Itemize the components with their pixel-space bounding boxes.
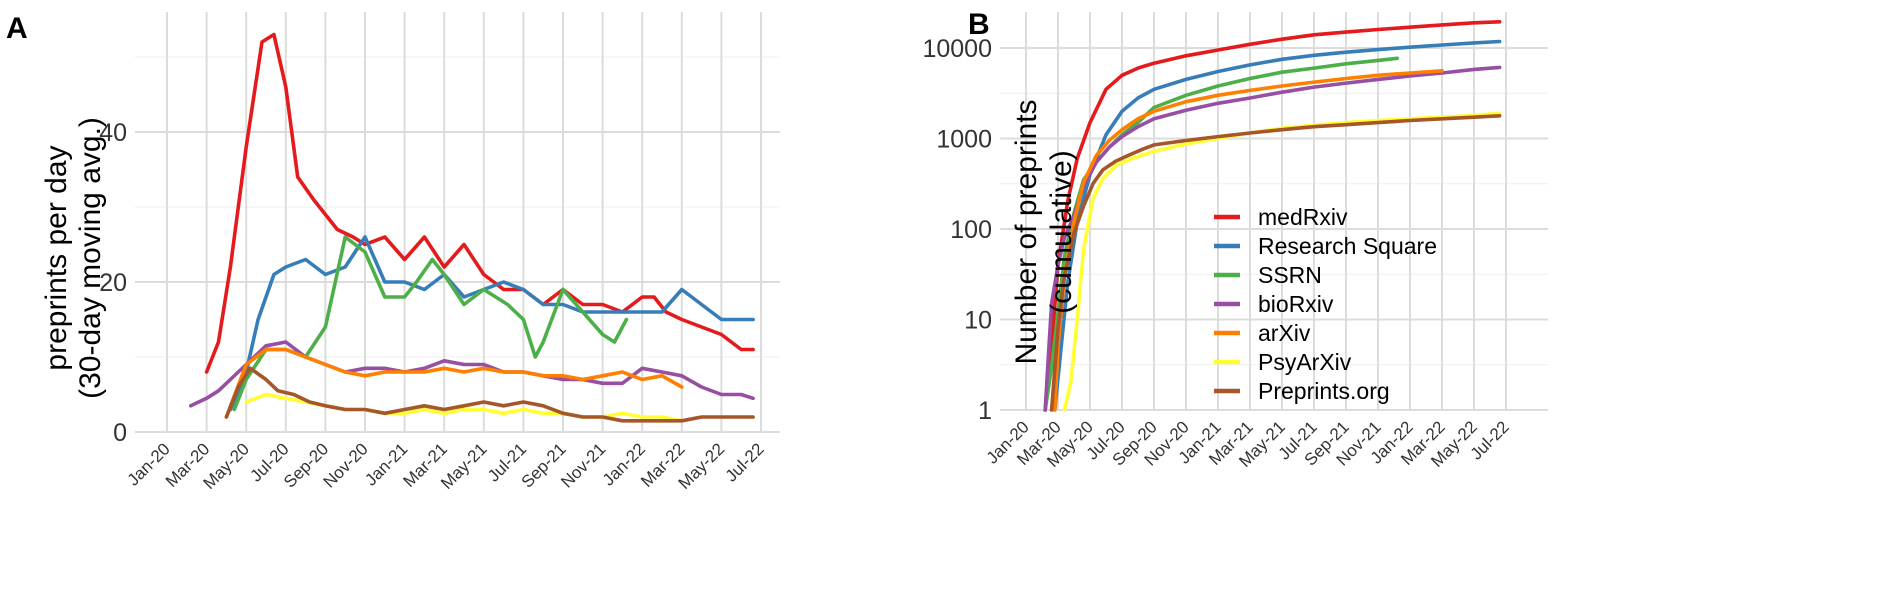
y-tick-label: 40 xyxy=(99,119,127,147)
panel-b-y-tick-labels: 1 10 100 1000 10000 xyxy=(922,35,992,425)
panel-a-series xyxy=(189,32,755,423)
panel-b-y-axis-title-line-2: (cumulative) xyxy=(1045,150,1078,313)
panel-a-grid xyxy=(135,12,780,433)
panel-b-chart: 1 10 100 1000 10000 Jan-20Mar-20May-20Jul-20… xyxy=(922,12,1548,471)
panel-a-chart: 0 20 40 Jan-20Mar-20May-20Jul-20Sep-20Nov-… xyxy=(40,12,780,493)
y-tick-label: 1000 xyxy=(936,126,992,154)
panel-a-y-axis-title-line-1: preprints per day xyxy=(40,145,73,370)
x-tick-label: Nov-20 xyxy=(320,439,372,491)
series-line-ssrn xyxy=(1043,56,1399,412)
y-tick-label: 1 xyxy=(978,397,992,425)
series-line-psyarxiv xyxy=(244,392,684,423)
series-line-arxiv xyxy=(1053,69,1444,412)
panel-letter-b: B xyxy=(968,8,990,41)
panel-b-legend: medRxiv Research Square SSRN bioRxiv arXiv Ps… xyxy=(1214,204,1437,404)
series-line-arxiv xyxy=(224,347,684,419)
y-tick-label: 0 xyxy=(113,419,127,447)
legend-label-research-square: Research Square xyxy=(1258,233,1437,259)
x-tick-label: Jul-22 xyxy=(722,439,768,485)
legend-label-arxiv: arXiv xyxy=(1258,320,1311,346)
series-line-psyarxiv xyxy=(1062,111,1502,412)
series-line-medrxiv xyxy=(1043,19,1502,412)
legend-label-ssrn: SSRN xyxy=(1258,262,1322,288)
panel-b-series xyxy=(1043,19,1502,412)
legend-label-biorxiv: bioRxiv xyxy=(1258,291,1334,317)
legend-label-preprints-org: Preprints.org xyxy=(1258,378,1390,404)
panel-a-x-tick-labels: Jan-20Mar-20May-20Jul-20Sep-20Nov-20Jan-… xyxy=(124,439,768,493)
series-line-preprints-org xyxy=(1049,114,1502,412)
panel-a-y-tick-labels: 0 20 40 xyxy=(99,119,127,447)
x-tick-label: Nov-21 xyxy=(557,439,609,491)
legend-label-psyarxiv: PsyArXiv xyxy=(1258,349,1352,375)
series-line-biorxiv xyxy=(189,340,755,408)
legend-label-medrxiv: medRxiv xyxy=(1258,204,1348,230)
panel-letter-a: A xyxy=(6,12,28,45)
series-line-medrxiv xyxy=(204,32,755,374)
y-tick-label: 100 xyxy=(950,216,992,244)
y-tick-label: 10 xyxy=(964,307,992,335)
panel-a-y-axis-title-line-2: (30-day moving avg.) xyxy=(74,117,107,399)
panel-b-y-axis-title-line-1: Number of preprints xyxy=(1010,99,1043,364)
series-line-biorxiv xyxy=(1043,65,1502,412)
panel-b-x-tick-labels: Jan-20Mar-20May-20Jul-20Sep-20Nov-20Jan-… xyxy=(983,417,1513,471)
series-line-preprints-org xyxy=(224,366,755,423)
y-tick-label: 20 xyxy=(99,269,127,297)
y-tick-label: 10000 xyxy=(922,35,992,63)
